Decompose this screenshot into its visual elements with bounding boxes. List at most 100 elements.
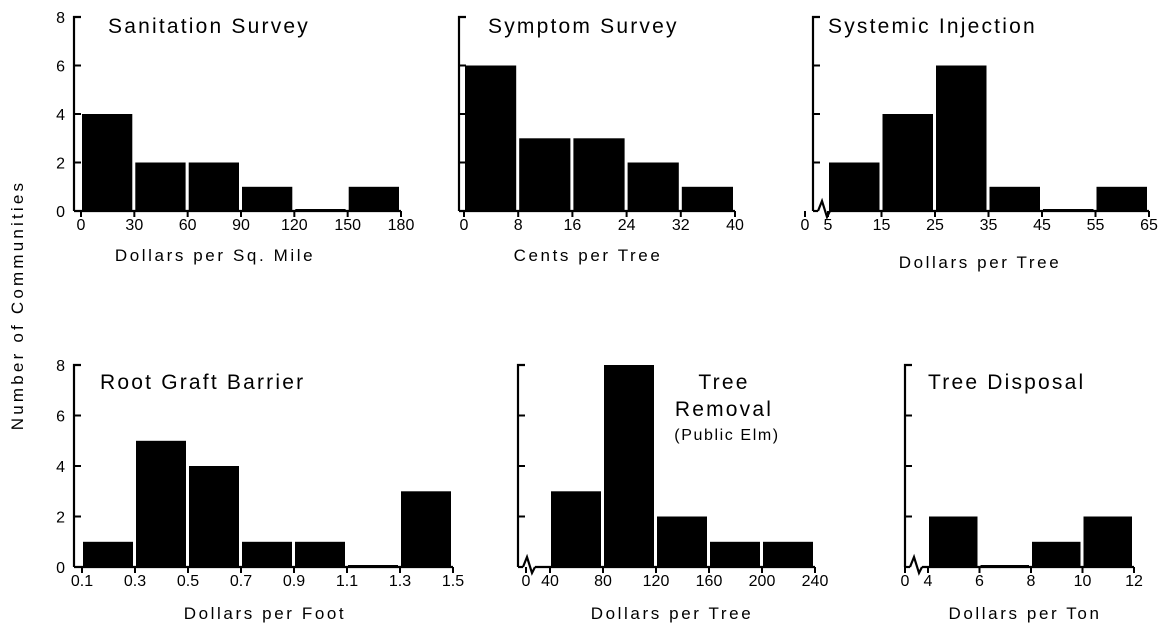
x-tick-label: 90: [232, 217, 250, 234]
x-tick-label: 0.7: [230, 573, 252, 590]
y-tick-label: 6: [56, 409, 65, 426]
x-tick-label: 45: [1033, 217, 1051, 234]
histogram-bar: [573, 138, 625, 212]
x-axis-label: Dollars per Sq. Mile: [115, 246, 315, 265]
x-tick-label: 32: [672, 217, 690, 234]
x-tick-label: 0.5: [177, 573, 199, 590]
panel-title: Root Graft Barrier: [100, 371, 305, 394]
y-tick-label: 4: [56, 107, 65, 124]
histogram-bar: [401, 491, 451, 568]
x-tick-label: 0: [460, 217, 469, 234]
panel-title: Systemic Injection: [828, 15, 1037, 38]
chart-panel-1: 0 30 60 90 120 150 180 0 2 4 6 8 Sanitation Survey Do…: [56, 10, 414, 265]
histogram-bar: [882, 114, 933, 211]
histogram-bar: [1083, 516, 1132, 567]
x-axis-label: Cents per Tree: [514, 246, 663, 265]
x-tick-label: 150: [334, 217, 361, 234]
x-tick-label: 0.3: [124, 573, 146, 590]
histogram-bar: [136, 440, 186, 568]
x-tick-label: 240: [802, 573, 829, 590]
x-tick-label: 25: [926, 217, 944, 234]
y-axis-line: [72, 15, 81, 211]
chart-panel-5: 0 40 80 120 160 200 240 Tree Removal (Public Elm)…: [516, 363, 829, 623]
histogram-bar: [295, 541, 345, 568]
x-tick-label: 0: [901, 573, 910, 590]
x-tick-label: 15: [873, 217, 891, 234]
histogram-bar: [929, 516, 978, 567]
x-tick-label: 0.9: [283, 573, 305, 590]
y-axis-label: Number of Communities: [8, 180, 27, 430]
panel-subtitle: (Public Elm): [674, 427, 779, 444]
y-tick-label: 2: [56, 156, 65, 173]
x-axis-label: Dollars per Tree: [591, 604, 754, 623]
x-tick-label: 40: [541, 573, 559, 590]
histogram-bar: [1096, 186, 1147, 212]
chart-panel-4: 0.1 0.3 0.5 0.7 0.9 1.1 1.3 1.5 0 2 4 6 8 Root Graft …: [56, 358, 464, 623]
x-tick-label: 1.5: [442, 573, 464, 590]
chart-panel-2: 0 8 16 24 32 40 Symptom Survey Cents per Tree: [457, 15, 744, 265]
y-tick-label: 8: [56, 10, 65, 27]
x-tick-label: 6: [975, 573, 984, 590]
x-tick-label: 1.3: [389, 573, 411, 590]
x-tick-label: 4: [924, 573, 933, 590]
histogram-bar: [627, 162, 679, 211]
histogram-bar: [989, 186, 1040, 212]
histogram-bar: [465, 65, 517, 211]
x-tick-label: 120: [281, 217, 308, 234]
panel-title: Tree: [698, 371, 749, 394]
x-tick-label: 60: [179, 217, 197, 234]
x-tick-label: 24: [618, 217, 636, 234]
y-tick-label: 6: [56, 59, 65, 76]
x-axis-label: Dollars per Tree: [899, 253, 1062, 272]
y-axis-line: [457, 15, 466, 211]
histogram-bar: [348, 186, 399, 212]
x-tick-label: 160: [696, 573, 723, 590]
panel-title: Removal: [675, 398, 773, 421]
histogram-bar: [242, 541, 292, 568]
chart-panel-6: 0 4 6 8 10 12 Tree Disposal Dollars per Ton: [901, 363, 1143, 623]
x-tick-label: 10: [1074, 573, 1092, 590]
x-tick-label: 120: [643, 573, 670, 590]
x-tick-label: 8: [1027, 573, 1036, 590]
chart-panel-3: 0 5 15 25 35 45 55 65 Systemic Injection Dollars …: [801, 15, 1158, 272]
histogram-bar: [657, 516, 707, 567]
y-tick-label: 0: [56, 560, 65, 577]
panel-title: Tree Disposal: [928, 371, 1085, 394]
y-tick-label: 0: [56, 204, 65, 221]
x-tick-label: 35: [980, 217, 998, 234]
histogram-bar: [519, 138, 571, 212]
histogram-bar: [936, 65, 987, 211]
histogram-bar: [604, 365, 654, 567]
x-tick-label: 0: [801, 217, 810, 234]
x-axis-label: Dollars per Foot: [184, 604, 347, 623]
histogram-bar: [829, 162, 880, 211]
x-tick-label: 0: [522, 573, 531, 590]
x-tick-label: 8: [514, 217, 523, 234]
y-tick-label: 2: [56, 510, 65, 527]
histogram-bar: [551, 491, 601, 568]
x-tick-label: 1.1: [336, 573, 358, 590]
x-axis-label: Dollars per Ton: [948, 604, 1101, 623]
x-tick-label: 16: [564, 217, 582, 234]
x-tick-label: 200: [749, 573, 776, 590]
x-tick-label: 65: [1140, 217, 1158, 234]
x-tick-label: 40: [726, 217, 744, 234]
histogram-bar: [82, 114, 133, 211]
x-tick-label: 180: [388, 217, 415, 234]
x-tick-label: 55: [1087, 217, 1105, 234]
histogram-bar: [188, 162, 239, 211]
histogram-bar: [83, 541, 133, 568]
x-tick-label: 80: [594, 573, 612, 590]
histogram-bar: [242, 186, 293, 212]
panel-title: Sanitation Survey: [108, 15, 310, 38]
histogram-bar: [135, 162, 186, 211]
histogram-bar: [1032, 541, 1081, 568]
y-axis-line: [903, 363, 912, 567]
y-axis-line: [516, 363, 525, 567]
y-axis-line: [811, 15, 820, 211]
axis-break-mark: [521, 553, 536, 576]
x-tick-label: 5: [824, 217, 833, 234]
x-tick-label: 0.1: [71, 573, 93, 590]
histogram-bar: [681, 186, 733, 212]
